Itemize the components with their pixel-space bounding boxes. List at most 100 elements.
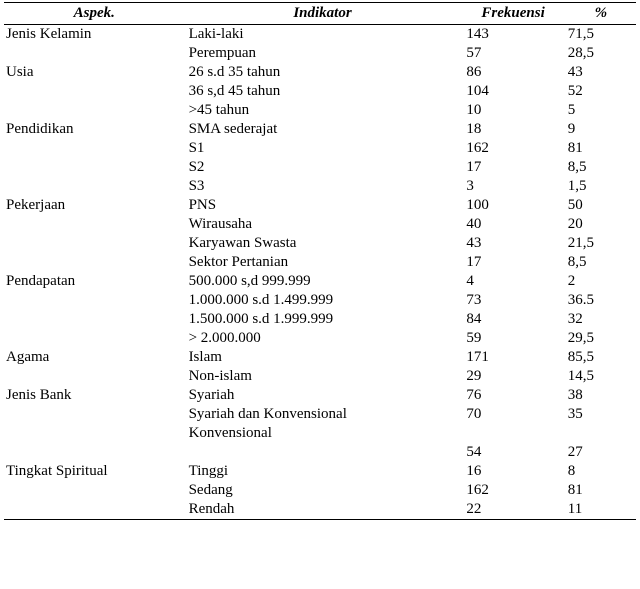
header-frekuensi: Frekuensi <box>460 3 565 25</box>
table-row: Jenis BankSyariah7638 <box>4 386 636 405</box>
cell-frekuensi: 16 <box>460 462 565 481</box>
cell-indikator: Wirausaha <box>185 215 461 234</box>
header-persen: % <box>566 3 636 25</box>
cell-aspek <box>4 82 185 101</box>
cell-frekuensi: 73 <box>460 291 565 310</box>
cell-persen: 8 <box>566 462 636 481</box>
cell-frekuensi: 171 <box>460 348 565 367</box>
cell-indikator: S2 <box>185 158 461 177</box>
cell-persen: 81 <box>566 481 636 500</box>
table-row: PekerjaanPNS10050 <box>4 196 636 215</box>
table-row: Usia26 s.d 35 tahun8643 <box>4 63 636 82</box>
cell-aspek <box>4 405 185 424</box>
cell-persen: 52 <box>566 82 636 101</box>
cell-aspek <box>4 443 185 462</box>
cell-frekuensi: 4 <box>460 272 565 291</box>
cell-indikator: PNS <box>185 196 461 215</box>
cell-persen: 8,5 <box>566 253 636 272</box>
cell-indikator: 36 s,d 45 tahun <box>185 82 461 101</box>
cell-aspek <box>4 291 185 310</box>
cell-indikator: Laki-laki <box>185 25 461 45</box>
cell-persen: 50 <box>566 196 636 215</box>
cell-indikator: Rendah <box>185 500 461 520</box>
table-container: Aspek. Indikator Frekuensi % Jenis Kelam… <box>0 0 640 520</box>
cell-aspek <box>4 234 185 253</box>
cell-frekuensi: 84 <box>460 310 565 329</box>
cell-frekuensi: 17 <box>460 158 565 177</box>
cell-frekuensi: 76 <box>460 386 565 405</box>
header-row: Aspek. Indikator Frekuensi % <box>4 3 636 25</box>
cell-indikator <box>185 443 461 462</box>
cell-persen: 27 <box>566 443 636 462</box>
cell-persen: 81 <box>566 139 636 158</box>
table-row: Perempuan5728,5 <box>4 44 636 63</box>
table-row: PendidikanSMA sederajat189 <box>4 120 636 139</box>
header-indikator: Indikator <box>185 3 461 25</box>
cell-frekuensi: 104 <box>460 82 565 101</box>
cell-indikator: Sektor Pertanian <box>185 253 461 272</box>
cell-indikator: Islam <box>185 348 461 367</box>
cell-frekuensi: 57 <box>460 44 565 63</box>
cell-persen: 38 <box>566 386 636 405</box>
table-row: 1.500.000 s.d 1.999.9998432 <box>4 310 636 329</box>
cell-aspek <box>4 329 185 348</box>
cell-frekuensi <box>460 424 565 443</box>
cell-aspek: Jenis Bank <box>4 386 185 405</box>
cell-persen: 36.5 <box>566 291 636 310</box>
cell-indikator: 26 s.d 35 tahun <box>185 63 461 82</box>
cell-indikator: Karyawan Swasta <box>185 234 461 253</box>
cell-aspek <box>4 101 185 120</box>
cell-indikator: SMA sederajat <box>185 120 461 139</box>
cell-persen: 1,5 <box>566 177 636 196</box>
cell-persen: 85,5 <box>566 348 636 367</box>
cell-indikator: Non-islam <box>185 367 461 386</box>
cell-aspek <box>4 215 185 234</box>
cell-aspek: Jenis Kelamin <box>4 25 185 45</box>
table-row: Jenis KelaminLaki-laki14371,5 <box>4 25 636 45</box>
cell-frekuensi: 43 <box>460 234 565 253</box>
table-row: Sedang16281 <box>4 481 636 500</box>
data-table: Aspek. Indikator Frekuensi % Jenis Kelam… <box>4 2 636 520</box>
header-aspek: Aspek. <box>4 3 185 25</box>
cell-indikator: 1.500.000 s.d 1.999.999 <box>185 310 461 329</box>
cell-aspek <box>4 253 185 272</box>
cell-indikator: Syariah dan Konvensional <box>185 405 461 424</box>
table-body: Jenis KelaminLaki-laki14371,5Perempuan57… <box>4 25 636 520</box>
cell-frekuensi: 162 <box>460 481 565 500</box>
table-row: AgamaIslam17185,5 <box>4 348 636 367</box>
table-row: Tingkat SpiritualTinggi168 <box>4 462 636 481</box>
cell-frekuensi: 17 <box>460 253 565 272</box>
cell-frekuensi: 86 <box>460 63 565 82</box>
cell-aspek: Pendidikan <box>4 120 185 139</box>
table-row: Rendah2211 <box>4 500 636 520</box>
cell-persen: 71,5 <box>566 25 636 45</box>
cell-aspek <box>4 500 185 520</box>
cell-persen: 43 <box>566 63 636 82</box>
cell-aspek <box>4 424 185 443</box>
cell-indikator: Tinggi <box>185 462 461 481</box>
cell-persen: 8,5 <box>566 158 636 177</box>
cell-indikator: >45 tahun <box>185 101 461 120</box>
table-row: Konvensional <box>4 424 636 443</box>
table-row: Non-islam2914,5 <box>4 367 636 386</box>
table-row: >45 tahun105 <box>4 101 636 120</box>
cell-persen: 32 <box>566 310 636 329</box>
cell-frekuensi: 143 <box>460 25 565 45</box>
table-row: > 2.000.0005929,5 <box>4 329 636 348</box>
cell-persen: 2 <box>566 272 636 291</box>
table-row: Pendapatan500.000 s,d 999.99942 <box>4 272 636 291</box>
cell-persen: 28,5 <box>566 44 636 63</box>
cell-aspek <box>4 139 185 158</box>
cell-persen <box>566 424 636 443</box>
cell-frekuensi: 162 <box>460 139 565 158</box>
table-row: 5427 <box>4 443 636 462</box>
cell-aspek: Tingkat Spiritual <box>4 462 185 481</box>
table-row: S2178,5 <box>4 158 636 177</box>
cell-indikator: > 2.000.000 <box>185 329 461 348</box>
cell-indikator: 1.000.000 s.d 1.499.999 <box>185 291 461 310</box>
cell-aspek: Agama <box>4 348 185 367</box>
cell-persen: 20 <box>566 215 636 234</box>
table-row: Syariah dan Konvensional7035 <box>4 405 636 424</box>
cell-frekuensi: 100 <box>460 196 565 215</box>
cell-persen: 5 <box>566 101 636 120</box>
